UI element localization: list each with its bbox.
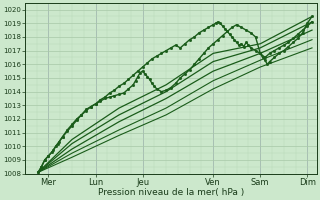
X-axis label: Pression niveau de la mer( hPa ): Pression niveau de la mer( hPa ) — [98, 188, 244, 197]
